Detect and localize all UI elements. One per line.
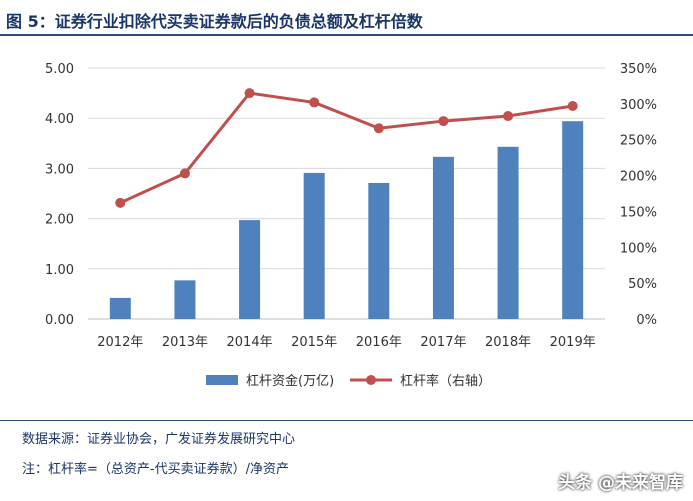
legend-bar-label: 杠杆资金(万亿) [246, 373, 334, 389]
bar-2012年 [109, 297, 131, 319]
left-tick-label: 0.00 [45, 313, 74, 328]
right-tick-label: 350% [620, 62, 657, 77]
line-series [115, 88, 578, 208]
bar-series [109, 121, 584, 319]
x-tick-label: 2014年 [227, 335, 273, 350]
left-tick-label: 4.00 [45, 112, 74, 127]
watermark: 头条 @未来智库 [558, 473, 683, 493]
right-tick-label: 200% [620, 170, 657, 185]
leverage-point-2018年 [503, 111, 514, 122]
right-tick-label: 250% [620, 134, 657, 149]
right-tick-label: 0% [636, 313, 657, 328]
bar-2019年 [562, 121, 584, 319]
x-axis-labels: 2012年 2013年 2014年 2015年 2016年 2017年 2018年 2019年 [97, 335, 595, 350]
x-tick-label: 2019年 [550, 335, 596, 350]
combo-chart: 0.00 1.00 2.00 3.00 4.00 5.00 0% 50% 100% 150% 20… [45, 62, 657, 389]
right-tick-label: 100% [620, 241, 657, 256]
left-tick-label: 5.00 [45, 62, 74, 77]
x-tick-label: 2013年 [162, 335, 208, 350]
legend-bar-swatch [206, 375, 238, 385]
leverage-point-2015年 [309, 97, 320, 108]
left-axis-labels: 0.00 1.00 2.00 3.00 4.00 5.00 [45, 62, 74, 328]
grid-lines [88, 67, 605, 320]
right-tick-label: 150% [620, 205, 657, 220]
leverage-point-2013年 [179, 168, 190, 179]
left-tick-label: 3.00 [45, 162, 74, 177]
bar-2016年 [368, 182, 390, 319]
leverage-point-2014年 [244, 88, 255, 99]
leverage-point-2017年 [438, 116, 449, 127]
right-tick-label: 300% [620, 98, 657, 113]
x-tick-label: 2015年 [291, 335, 337, 350]
leverage-point-2019年 [567, 101, 578, 112]
formula-note: 注：杠杆率=（总资产-代买卖证券款）/净资产 [22, 462, 289, 477]
right-axis-labels: 0% 50% 100% 150% 200% 250% 300% 350% [620, 62, 657, 328]
left-tick-label: 1.00 [45, 263, 74, 278]
bar-2018年 [497, 146, 519, 319]
bar-2014年 [239, 220, 261, 319]
legend: 杠杆资金(万亿) 杠杆率（右轴） [206, 373, 491, 389]
leverage-point-2016年 [373, 123, 384, 134]
bar-2017年 [432, 156, 454, 319]
bar-2013年 [174, 280, 196, 319]
title-bar: 图 5：证券行业扣除代买卖证券款后的负债总额及杠杆倍数 [0, 0, 693, 36]
footer-rule [0, 420, 693, 421]
source-note: 数据来源：证券业协会，广发证券发展研究中心 [22, 432, 296, 447]
x-tick-label: 2016年 [356, 335, 402, 350]
x-tick-label: 2018年 [485, 335, 531, 350]
x-tick-label: 2017年 [420, 335, 466, 350]
figure-title: 图 5：证券行业扣除代买卖证券款后的负债总额及杠杆倍数 [6, 12, 423, 31]
x-tick-label: 2012年 [97, 335, 143, 350]
legend-line-label: 杠杆率（右轴） [400, 373, 491, 389]
bar-2015年 [303, 172, 325, 319]
left-tick-label: 2.00 [45, 213, 74, 228]
leverage-line [119, 91, 573, 205]
leverage-point-2012年 [115, 197, 126, 208]
right-tick-label: 50% [628, 277, 657, 292]
legend-line-marker [366, 375, 376, 385]
